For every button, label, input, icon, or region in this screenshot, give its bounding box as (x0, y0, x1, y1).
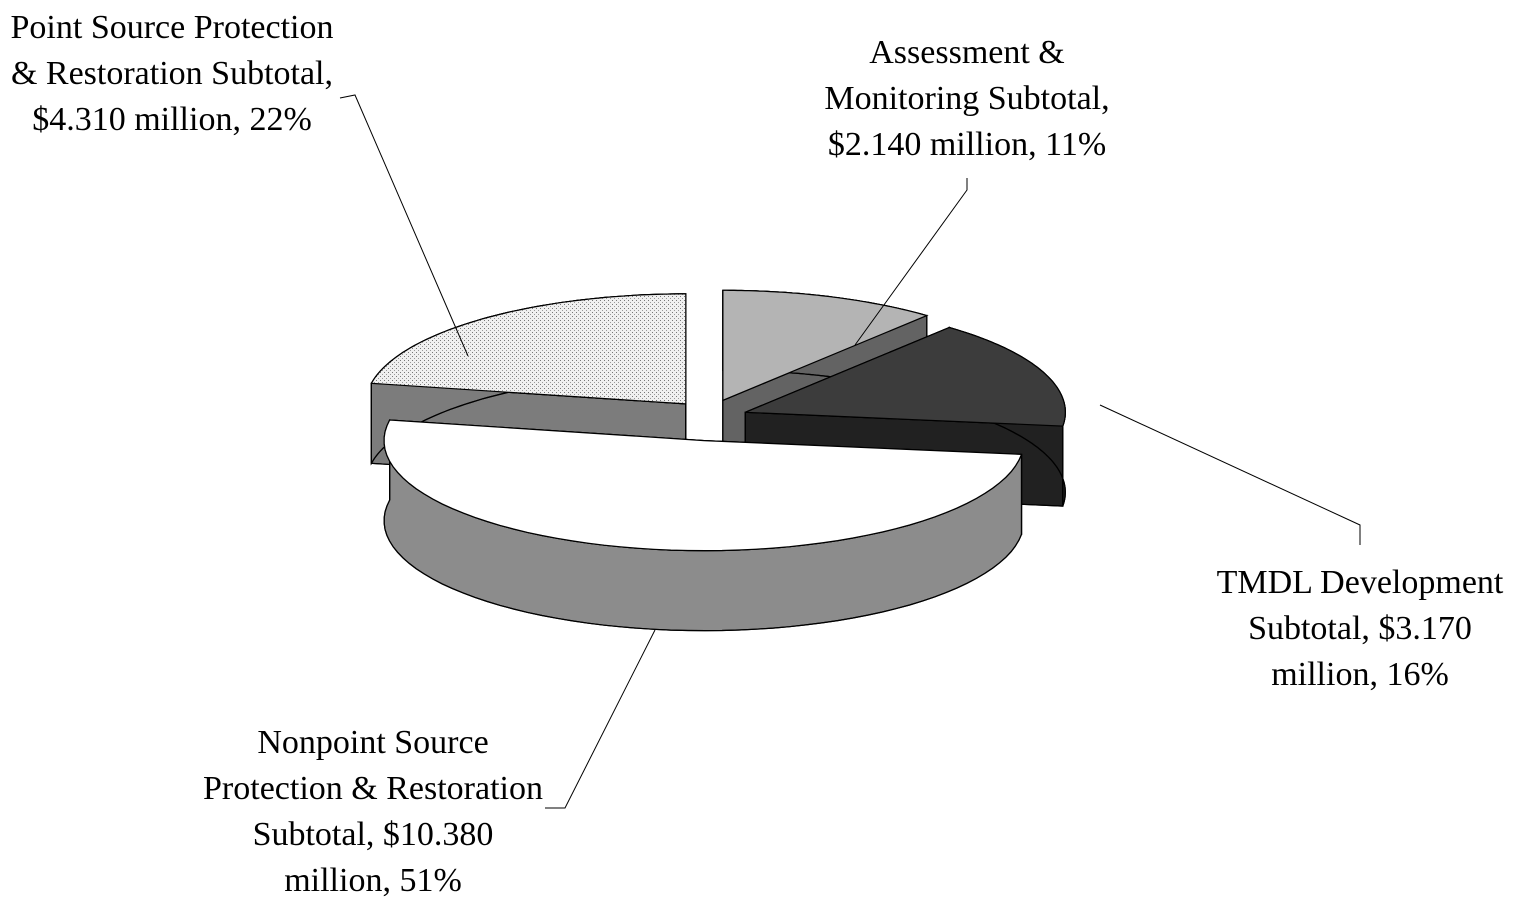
slice-top (383, 419, 1023, 552)
slice-top (370, 293, 687, 405)
leader-line (545, 629, 656, 809)
slice (383, 419, 1023, 632)
value-label: $4.310 million, 22% (32, 101, 312, 138)
category-label: Point Source Protection & Restoration Su… (10, 9, 334, 92)
leader-line (854, 178, 968, 346)
category-label: TMDL Development Subtotal, (1216, 564, 1504, 647)
slice-top (722, 289, 929, 402)
slice-label: Point Source Protection & Restoration Su… (7, 5, 337, 143)
leader-line (1099, 404, 1361, 545)
value-label: $10.380 million, 51% (284, 816, 494, 899)
category-label: Assessment & Monitoring Subtotal, (824, 34, 1110, 117)
leader-line (339, 94, 469, 357)
value-label: $2.140 million, 11% (827, 126, 1107, 163)
value-label: $3.170 million, 16% (1271, 610, 1472, 693)
slice-label: TMDL Development Subtotal, $3.170 millio… (1200, 560, 1520, 698)
slice-label: Nonpoint Source Protection & Restoration… (201, 720, 546, 904)
slice-label: Assessment & Monitoring Subtotal, $2.140… (802, 30, 1132, 168)
category-label: Nonpoint Source Protection & Restoration… (203, 724, 543, 853)
slice-top (745, 326, 1066, 427)
